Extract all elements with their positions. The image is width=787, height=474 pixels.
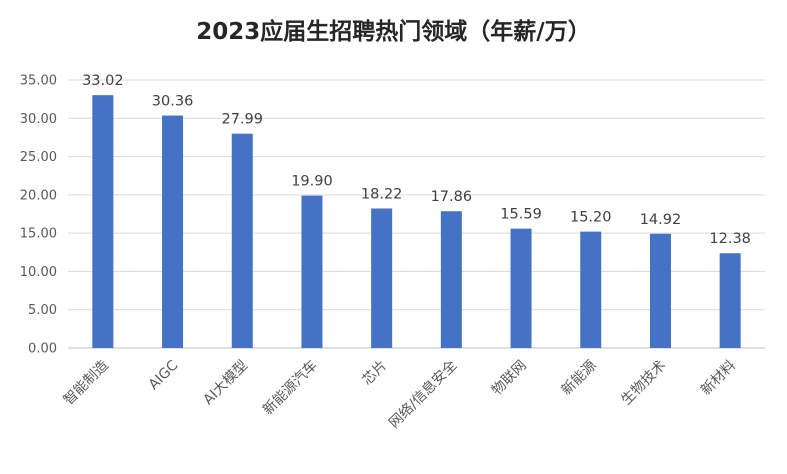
y-tick-label: 30.00 — [20, 112, 57, 127]
bar — [510, 228, 532, 348]
chart-title: 2023应届生招聘热门领域（年薪/万） — [196, 19, 591, 45]
x-tick-label: 智能制造 — [61, 358, 112, 409]
y-tick-label: 15.00 — [20, 227, 57, 242]
x-tick-label: 芯片 — [359, 358, 390, 389]
y-tick-label: 10.00 — [20, 265, 57, 280]
bar — [231, 133, 253, 348]
bar — [371, 208, 393, 348]
y-tick-label: 35.00 — [20, 74, 57, 89]
x-tick-label: 新能源 — [559, 358, 600, 399]
bar — [580, 231, 602, 348]
x-tick-label: AIGC — [146, 357, 182, 393]
y-tick-label: 5.00 — [28, 303, 57, 318]
data-label: 18.22 — [361, 186, 403, 202]
bar — [162, 115, 184, 348]
y-tick-label: 25.00 — [20, 150, 57, 165]
y-tick-label: 0.00 — [28, 342, 57, 357]
data-label: 15.20 — [570, 210, 612, 226]
x-tick-label: 生物技术 — [618, 358, 669, 409]
x-tick-label: 新能源汽车 — [259, 357, 321, 419]
data-label: 12.38 — [709, 231, 751, 247]
x-tick-label: 新材料 — [698, 358, 739, 399]
bar — [440, 211, 462, 348]
bar — [719, 253, 741, 348]
data-label: 14.92 — [640, 212, 682, 228]
bar — [92, 95, 114, 349]
x-tick-label: AI大模型 — [200, 358, 251, 409]
data-label: 17.86 — [431, 189, 473, 205]
y-tick-label: 20.00 — [20, 188, 57, 203]
data-label: 15.59 — [500, 207, 542, 223]
data-label: 33.02 — [82, 73, 124, 89]
data-label: 27.99 — [221, 112, 263, 128]
data-label: 30.36 — [152, 94, 194, 110]
bar — [301, 195, 323, 348]
x-tick-label: 物联网 — [489, 358, 530, 399]
data-label: 19.90 — [291, 174, 333, 190]
x-tick-label: 网络/信息安全 — [385, 357, 460, 432]
bar — [649, 233, 671, 348]
